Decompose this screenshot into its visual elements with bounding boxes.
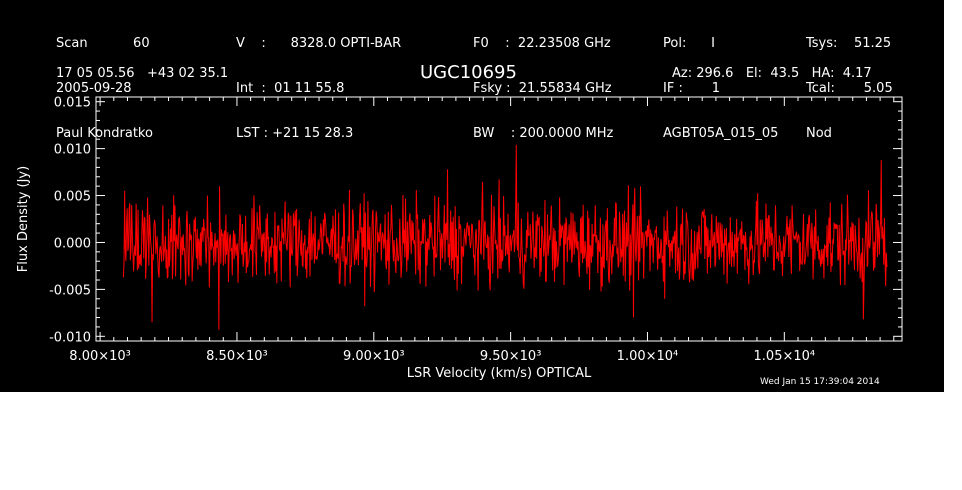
x-tick-label: 8.00×10³ <box>69 349 131 364</box>
plot-frame <box>95 96 903 342</box>
y-axis-label: Flux Density (Jy) <box>16 166 31 272</box>
x-tick-label: 1.05×10⁴ <box>754 349 816 364</box>
spectrum-trace <box>122 144 888 330</box>
procedure-label: Nod <box>806 126 832 141</box>
spectrum-chart: 8.00×10³ 8.50×10³ 9.00×10³ 9.50×10³ 1.00×10⁴… <box>16 96 903 381</box>
y-tick-label: -0.005 <box>49 283 91 298</box>
observer-label: Paul Kondratko <box>56 126 153 141</box>
y-tick-label: 0.015 <box>54 96 91 111</box>
y-tick-label: 0.005 <box>54 190 91 205</box>
source-title: UGC10695 <box>420 62 517 83</box>
velocity-label: V : 8328.0 OPTI-BAR <box>236 36 402 51</box>
header-col-4: Pol: I IF : 1 AGBT05A_015_05 <box>663 6 778 171</box>
project-label: AGBT05A_015_05 <box>663 126 779 141</box>
y-tick-label: 0.000 <box>54 236 91 251</box>
integration-label: Int : 01 11 55.8 <box>236 81 345 96</box>
x-tick-label: 9.00×10³ <box>343 349 405 364</box>
timestamp-label: Wed Jan 15 17:39:04 2014 <box>760 377 880 387</box>
az-el-ha-label: Az: 296.6 El: 43.5 HA: 4.17 <box>672 66 872 81</box>
coordinates-label: 17 05 05.56 +43 02 35.1 <box>56 66 229 81</box>
header-col-2: V : 8328.0 OPTI-BAR Int : 01 11 55.8 LST… <box>236 6 401 171</box>
x-tick-label: 1.00×10⁴ <box>617 349 679 364</box>
x-tick-label: 8.50×10³ <box>206 349 268 364</box>
y-tick-label: -0.010 <box>49 330 91 345</box>
x-axis-label: LSR Velocity (km/s) OPTICAL <box>407 366 592 381</box>
header-col-1: Scan 60 2005-09-28 Paul Kondratko <box>56 6 153 171</box>
bandwidth-label: BW : 200.0000 MHz <box>473 126 614 141</box>
scan-label: Scan 60 <box>56 36 150 51</box>
rest-frequency-label: F0 : 22.23508 GHz <box>473 36 611 51</box>
lst-label: LST : +21 15 28.3 <box>236 126 354 141</box>
sky-frequency-label: Fsky : 21.55834 GHz <box>473 81 612 96</box>
y-tick-label: 0.010 <box>54 143 91 158</box>
x-tick-label: 9.50×10³ <box>480 349 542 364</box>
polarization-label: Pol: I <box>663 36 715 51</box>
tcal-label: Tcal: 5.05 <box>806 81 893 96</box>
header-col-3: F0 : 22.23508 GHz Fsky : 21.55834 GHz BW… <box>473 6 613 171</box>
header-col-5: Tsys: 51.25 Tcal: 5.05 Nod <box>806 6 893 171</box>
tsys-label: Tsys: 51.25 <box>806 36 892 51</box>
if-label: IF : 1 <box>663 81 721 96</box>
date-label: 2005-09-28 <box>56 81 132 96</box>
spectrum-panel: 8.00×10³ 8.50×10³ 9.00×10³ 9.50×10³ 1.00×10⁴… <box>0 0 944 392</box>
